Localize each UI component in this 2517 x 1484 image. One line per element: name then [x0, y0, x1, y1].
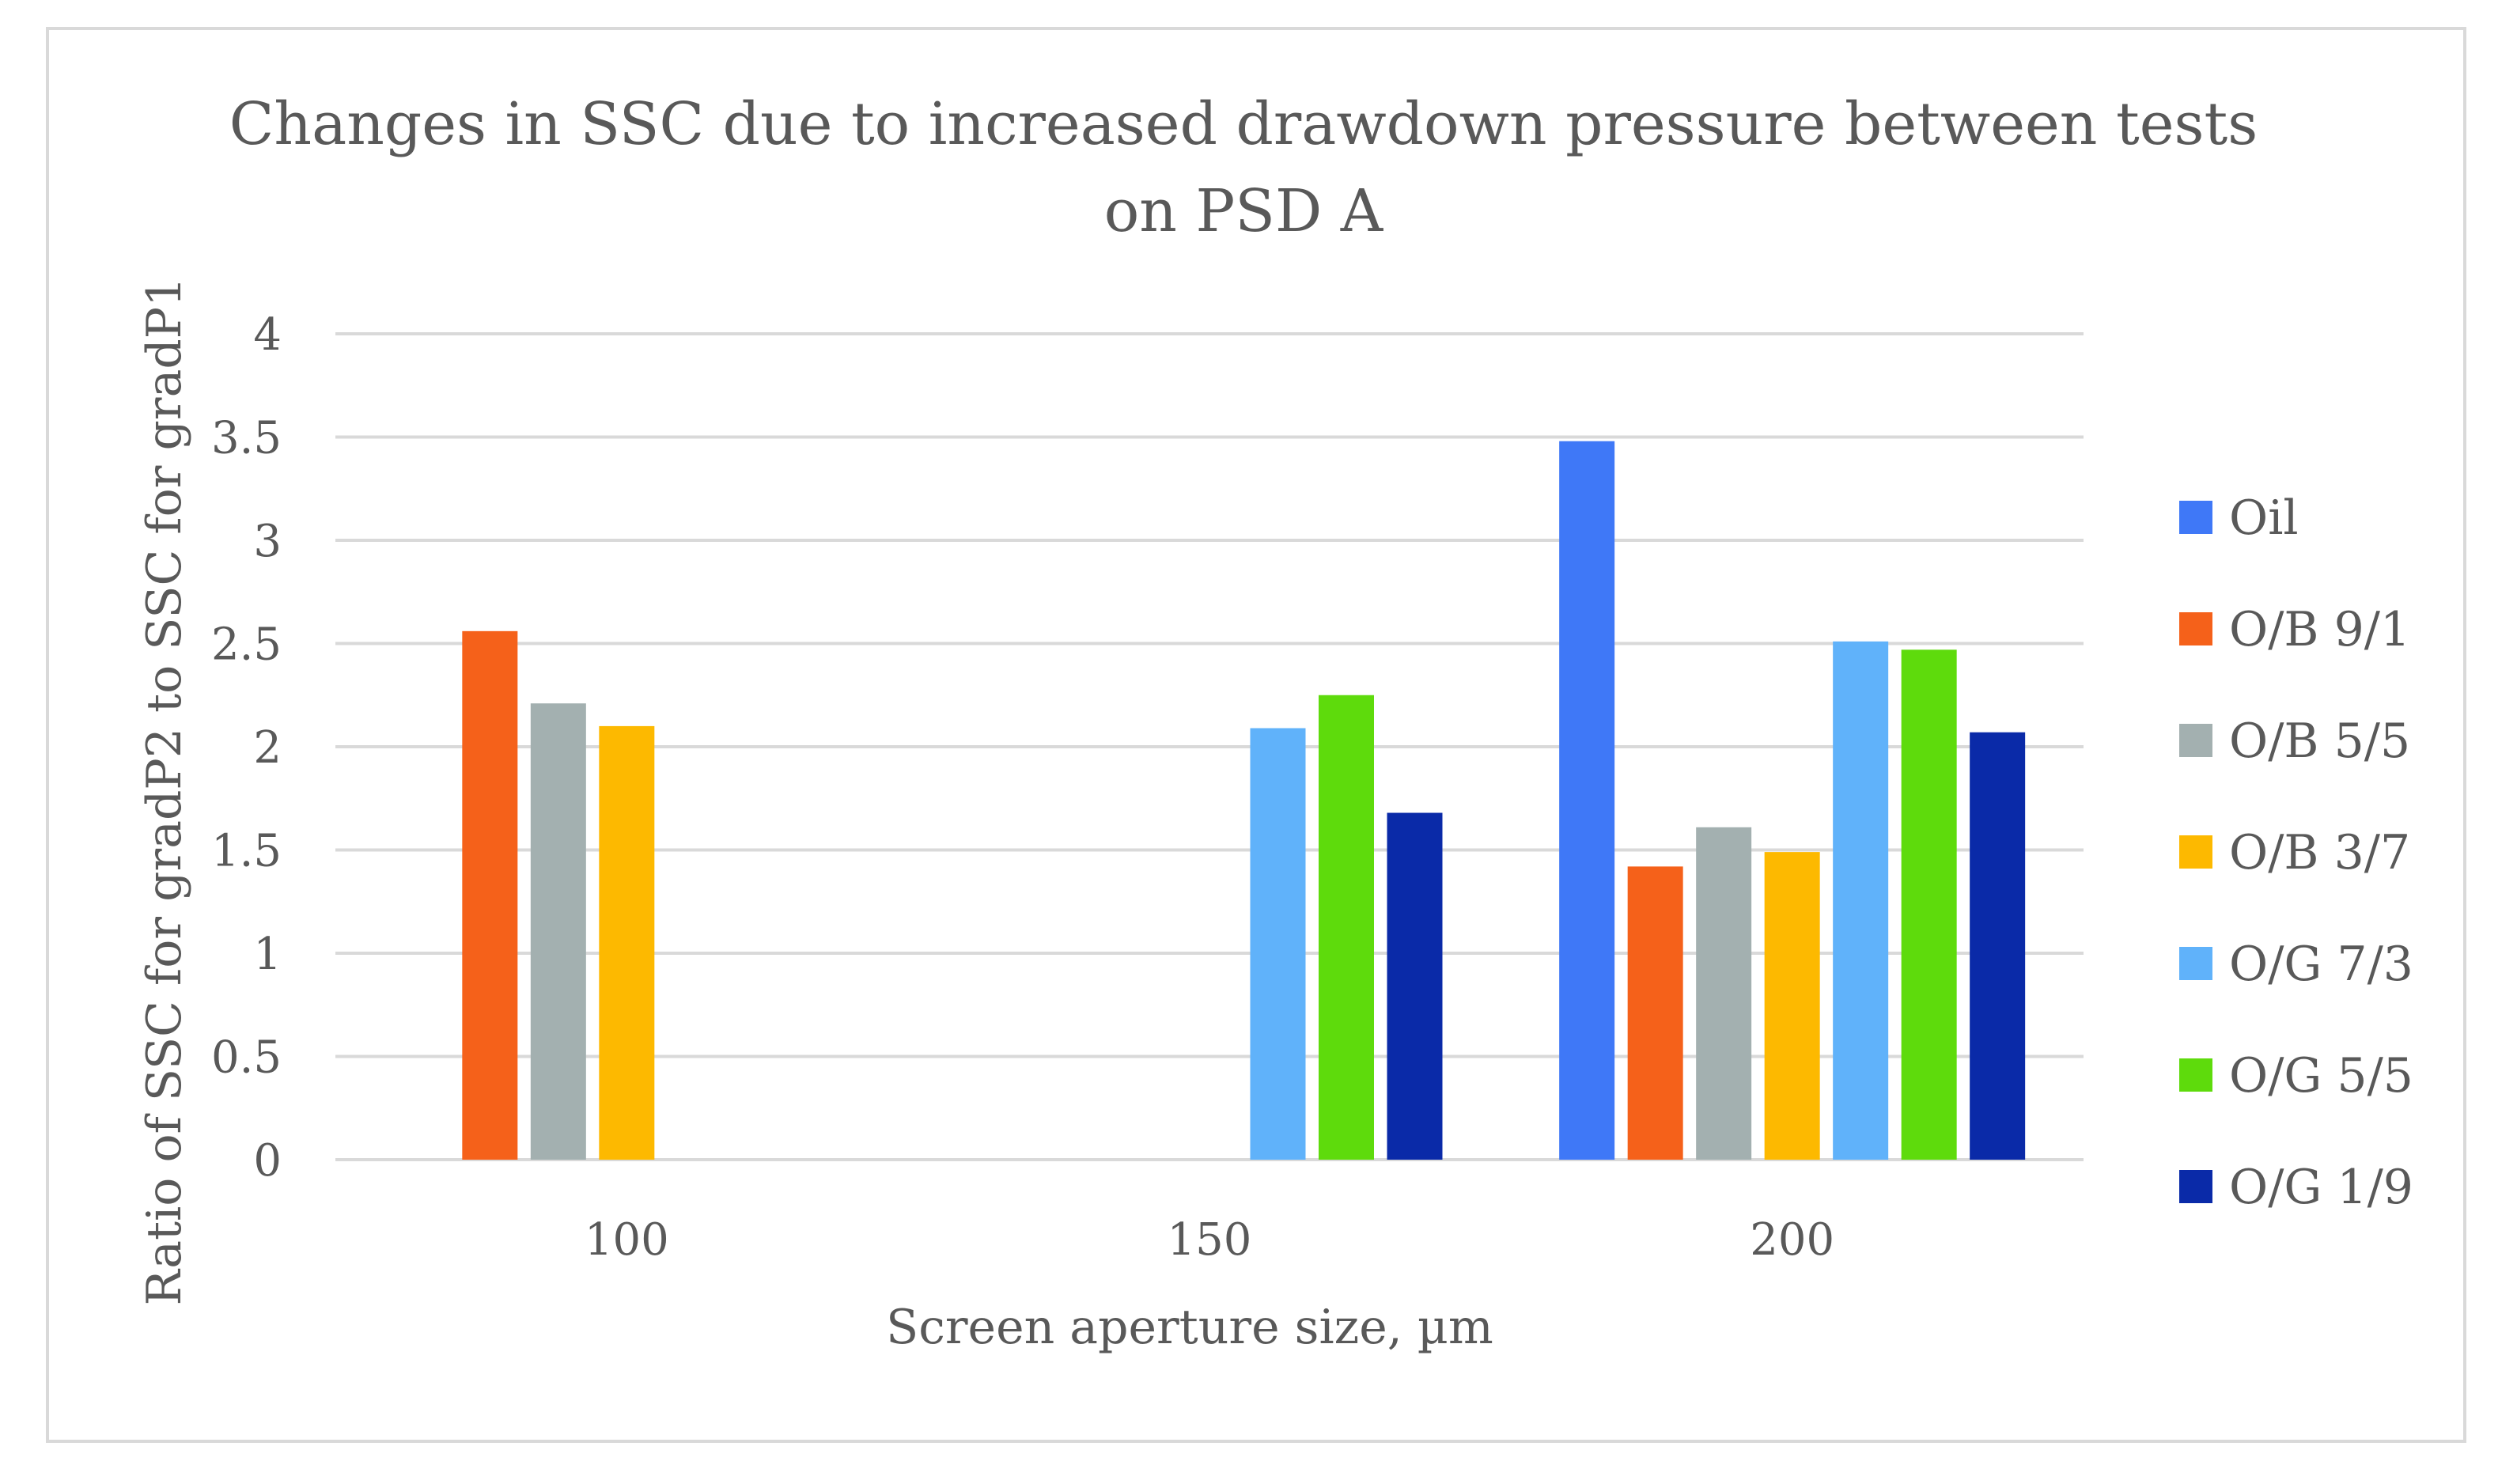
- legend-label: O/B 5/5: [2229, 714, 2410, 769]
- bar: [1833, 641, 1889, 1160]
- chart-title-line-1: Changes in SSC due to increased drawdown…: [229, 90, 2258, 158]
- legend-label: O/B 9/1: [2229, 602, 2410, 657]
- legend-label: O/G 5/5: [2229, 1048, 2413, 1104]
- legend-label: O/G 1/9: [2229, 1160, 2413, 1215]
- x-tick-label: 200: [1750, 1214, 1834, 1266]
- y-tick-label: 4: [253, 309, 282, 361]
- bar: [1901, 649, 1957, 1160]
- gridlines: [335, 332, 2084, 1161]
- legend-label: Oil: [2229, 490, 2299, 546]
- y-tick-label: 0.5: [211, 1032, 282, 1084]
- bars: [462, 441, 2026, 1160]
- bar: [599, 725, 655, 1160]
- bar: [1319, 695, 1374, 1160]
- legend-label: O/B 3/7: [2229, 825, 2410, 880]
- bar: [1387, 812, 1443, 1160]
- legend-item: O/B 3/7: [2179, 825, 2410, 880]
- bar: [1764, 852, 1820, 1160]
- x-tick-labels: 100 150 200: [585, 1214, 1834, 1266]
- legend: Oil O/B 9/1 O/B 5/5 O/B 3/7 O/G 7/3 O/G 5/5 O/…: [2179, 490, 2413, 1215]
- bar: [462, 630, 518, 1160]
- legend-item: O/G 5/5: [2179, 1048, 2413, 1104]
- y-tick-label: 2.5: [211, 619, 282, 671]
- chart-title-line-2: on PSD A: [1104, 177, 1384, 245]
- bar: [1559, 441, 1615, 1160]
- bar: [1696, 827, 1752, 1160]
- legend-swatch: [2179, 1058, 2212, 1092]
- y-tick-label: 1: [253, 929, 282, 980]
- legend-swatch: [2179, 835, 2212, 869]
- x-tick-label: 150: [1168, 1214, 1252, 1266]
- y-tick-label: 3: [253, 516, 282, 567]
- y-tick-label: 1.5: [211, 826, 282, 877]
- y-tick-label: 2: [253, 722, 282, 774]
- y-tick-label: 3.5: [211, 413, 282, 464]
- legend-item: O/B 9/1: [2179, 602, 2410, 657]
- legend-item: Oil: [2179, 490, 2299, 546]
- chart-title: Changes in SSC due to increased drawdown…: [229, 90, 2258, 245]
- y-tick-label: 0: [253, 1135, 282, 1187]
- x-tick-label: 100: [585, 1214, 669, 1266]
- legend-item: O/G 1/9: [2179, 1160, 2413, 1215]
- bar: [1250, 728, 1306, 1160]
- bar: [530, 703, 586, 1160]
- bar: [1627, 866, 1683, 1160]
- legend-swatch: [2179, 1170, 2212, 1203]
- x-axis-label: Screen aperture size, µm: [886, 1300, 1493, 1355]
- legend-swatch: [2179, 501, 2212, 534]
- legend-swatch: [2179, 612, 2212, 645]
- legend-swatch: [2179, 724, 2212, 757]
- legend-item: O/G 7/3: [2179, 937, 2413, 992]
- legend-swatch: [2179, 947, 2212, 980]
- legend-label: O/G 7/3: [2229, 937, 2413, 992]
- legend-item: O/B 5/5: [2179, 714, 2410, 769]
- y-axis-label: Ratio of SSC for gradP2 to SSC for gradP…: [137, 277, 192, 1306]
- bar: [1970, 732, 2026, 1160]
- y-tick-labels: 0 0.5 1 1.5 2 2.5 3 3.5 4: [211, 309, 282, 1187]
